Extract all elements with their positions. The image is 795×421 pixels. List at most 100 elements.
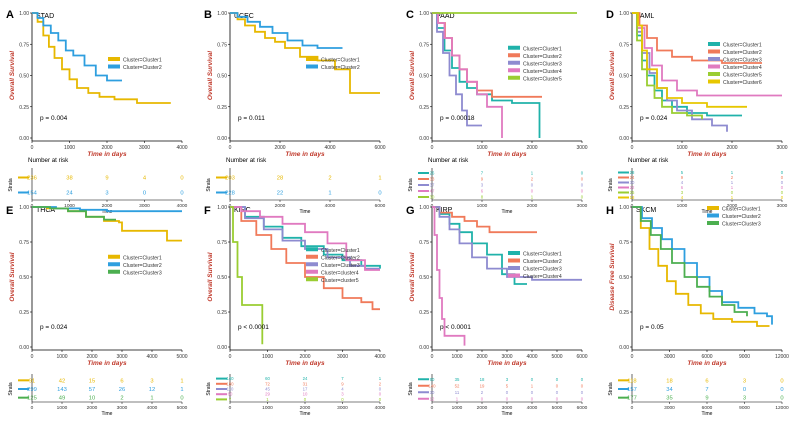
panel-b-risk-count: 28	[277, 176, 283, 182]
panel-d-risk-count: 0	[781, 195, 784, 200]
panel-f-xtick-label: 4000	[374, 354, 385, 360]
panel-a-xtick-label: 1000	[64, 145, 75, 151]
panel-g-risk-count: 18	[480, 377, 485, 382]
panel-h-legend-label-3: Cluster=Cluster3	[722, 222, 761, 228]
panel-e-risk-count: 15	[89, 378, 95, 384]
panel-e-risk-count: 6	[120, 378, 123, 384]
panel-a-title: STAD	[36, 13, 54, 20]
panel-h-risk-count: 177	[627, 396, 637, 402]
panel-h-risk-count: 3	[743, 378, 746, 384]
panel-a-risk-count: 154	[27, 191, 37, 197]
panel-f-risk-count: 29	[265, 392, 270, 397]
panel-c-ytick-label: 0.75	[419, 42, 429, 48]
panel-c-risk-count: 0	[581, 183, 584, 188]
panel-g-risk-xtick-label: 5000	[552, 405, 563, 411]
panel-c-risk-count: 0	[581, 171, 584, 176]
panel-g-xtick-label: 6000	[576, 354, 587, 360]
panel-e-legend-label-3: Cluster=Cluster3	[123, 270, 162, 276]
panel-d-legend-label-1: Cluster=Cluster1	[723, 43, 762, 49]
panel-f-legend-label-4: Cluster=cluster4	[321, 270, 359, 276]
panel-f-risk-count: 72	[265, 381, 270, 386]
panel-h-risk-xtick-label: 12000	[775, 405, 789, 411]
panel-f-risk-count: 0	[341, 397, 344, 402]
panel-c-legend-label-3: Cluster=Cluster3	[523, 61, 562, 67]
panel-g-xtick-label: 0	[431, 354, 434, 360]
panel-g-risk-xtick-label: 4000	[527, 405, 538, 411]
panel-f-risk-count: 7	[341, 376, 344, 381]
panel-d-title: LAML	[636, 13, 654, 20]
panel-a-risk-count: 0	[180, 176, 183, 182]
panel-e-risk-count: 42	[59, 378, 65, 384]
panel-b-letter: B	[204, 9, 212, 21]
panel-h-risk-count: 157	[627, 387, 637, 393]
panel-g-series-1-curve	[432, 206, 527, 285]
panel-c-legend-swatch-2	[508, 53, 520, 58]
panel-e-risk-count: 1	[180, 378, 183, 384]
panel-e-xlabel: Time in days	[87, 360, 127, 367]
panel-c-series-4-curve	[432, 12, 503, 138]
panel-a-legend-swatch-2	[108, 64, 120, 69]
panel-c-risk-count: 0	[581, 195, 584, 200]
panel-g-xtick-label: 5000	[551, 354, 562, 360]
panel-e-risk-count: 1	[150, 396, 153, 402]
panel-g-risk-xlabel: Time	[502, 411, 513, 416]
panel-c-legend-label-5: Cluster=Cluster5	[523, 76, 562, 82]
panel-b-xtick-label: 2000	[274, 145, 285, 151]
panel-g-ytick-label: 0.50	[419, 275, 429, 281]
panel-d-risk-count: 28	[630, 170, 635, 175]
panel-g-risk-count: 0	[556, 377, 559, 382]
panel-c-risk-xtick-label: 1000	[477, 203, 488, 209]
panel-d-risk-count: 0	[781, 180, 784, 185]
panel-g-risk-count: 5	[506, 383, 509, 388]
panel-g-risk-count: 0	[581, 396, 584, 401]
panel-f-risk-count: 110	[227, 387, 234, 392]
panel-d-risk-count: 3	[681, 190, 684, 195]
panel-c-risk-count: 0	[531, 183, 534, 188]
panel-a-risk-count: 236	[27, 176, 37, 182]
panel-g-xtick-label: 3000	[501, 354, 512, 360]
panel-f-risk-count: 31	[303, 381, 308, 386]
panel-c-risk-strata-label: Strata	[408, 178, 414, 192]
panel-f-series-2-curve	[230, 206, 380, 311]
panel-f-risk-count: 17	[303, 387, 308, 392]
panel-b-ytick-label: 0.25	[217, 105, 227, 111]
panel-d-risk-count: 6	[681, 185, 684, 190]
panel-f-xtick-label: 3000	[337, 354, 348, 360]
panel-f-ytick-label: 0.00	[217, 345, 227, 351]
panel-e-xtick-label: 5000	[176, 354, 187, 360]
panel-d-risk-count: 22	[630, 185, 635, 190]
panel-d-legend-label-2: Cluster=Cluster2	[723, 50, 762, 56]
panel-c-xlabel: Time in days	[487, 151, 527, 158]
panel-h-risk-strata-label: Strata	[608, 382, 614, 396]
panel-h-xlabel: Time in days	[687, 360, 727, 367]
panel-a-risk-count: 24	[66, 191, 73, 197]
panel-h-risk-count: 18	[666, 378, 672, 384]
panel-g-risk-count: 0	[581, 390, 584, 395]
panel-f-risk-count: 4	[341, 387, 344, 392]
panel-d-risk-count: 0	[781, 170, 784, 175]
panel-b-risk-count: 22	[277, 191, 283, 197]
panel-e-legend-label-2: Cluster=Cluster2	[123, 263, 162, 269]
panel-d-ytick-label: 0.50	[619, 74, 629, 80]
panel-d-letter: D	[606, 9, 614, 21]
panel-e-xtick-label: 2000	[86, 354, 97, 360]
panel-d-risk-strata-label: Strata	[608, 178, 614, 192]
panel-d-risk-count: 0	[781, 185, 784, 190]
panel-c-xtick-label: 3000	[576, 145, 587, 151]
panel-d-risk-count: 4	[681, 195, 684, 200]
panel-h-ytick-label: 0.75	[619, 240, 629, 246]
panel-g-risk-count: 52	[455, 383, 460, 388]
panel-c-legend-label-2: Cluster=Cluster2	[523, 54, 562, 60]
panel-d-risk-count: 24	[630, 175, 635, 180]
panel-e-legend-swatch-3	[108, 269, 120, 274]
panel-h-xtick-label: 12000	[775, 354, 789, 360]
panel-g-xlabel: Time in days	[487, 360, 527, 367]
panel-d-risk-count: 1	[731, 195, 734, 200]
panel-a-legend-swatch-1	[108, 57, 120, 61]
panel-a-ytick-label: 0.25	[19, 105, 29, 111]
panel-h-xtick-label: 0	[631, 354, 634, 360]
panel-g-letter: G	[406, 205, 415, 217]
panel-a-letter: A	[6, 9, 14, 21]
